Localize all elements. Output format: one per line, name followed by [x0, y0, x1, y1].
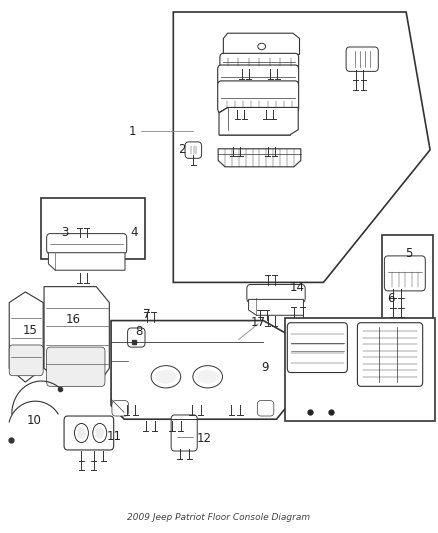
- Polygon shape: [173, 12, 430, 282]
- Text: 15: 15: [22, 324, 37, 337]
- FancyBboxPatch shape: [257, 401, 274, 416]
- Text: 3: 3: [61, 225, 68, 239]
- FancyBboxPatch shape: [47, 347, 105, 386]
- Text: 17: 17: [251, 316, 266, 329]
- Text: 11: 11: [107, 430, 122, 443]
- FancyBboxPatch shape: [127, 328, 145, 347]
- Polygon shape: [9, 292, 43, 382]
- Bar: [41, 198, 145, 259]
- Text: 10: 10: [27, 414, 42, 427]
- FancyBboxPatch shape: [220, 53, 299, 70]
- Ellipse shape: [77, 427, 86, 439]
- FancyBboxPatch shape: [357, 322, 423, 386]
- Text: 9: 9: [261, 361, 268, 374]
- Text: 12: 12: [196, 432, 211, 446]
- Polygon shape: [249, 300, 304, 316]
- FancyBboxPatch shape: [171, 415, 197, 451]
- Polygon shape: [111, 320, 288, 419]
- FancyBboxPatch shape: [80, 419, 92, 433]
- FancyBboxPatch shape: [218, 65, 299, 86]
- FancyBboxPatch shape: [218, 81, 299, 113]
- FancyBboxPatch shape: [185, 142, 201, 158]
- Polygon shape: [219, 108, 298, 135]
- Text: 6: 6: [387, 292, 395, 305]
- FancyBboxPatch shape: [64, 416, 114, 450]
- Text: 7: 7: [143, 308, 151, 321]
- Text: 1: 1: [128, 125, 136, 138]
- Polygon shape: [48, 253, 125, 270]
- Text: 14: 14: [290, 281, 305, 294]
- Text: 4: 4: [131, 225, 138, 239]
- Text: 2: 2: [178, 143, 186, 156]
- Ellipse shape: [155, 370, 177, 384]
- FancyBboxPatch shape: [346, 47, 378, 71]
- FancyBboxPatch shape: [385, 256, 425, 291]
- Ellipse shape: [197, 370, 218, 384]
- Text: 16: 16: [66, 313, 81, 326]
- Text: 2009 Jeep Patriot Floor Console Diagram: 2009 Jeep Patriot Floor Console Diagram: [127, 513, 311, 522]
- FancyBboxPatch shape: [9, 345, 43, 376]
- Polygon shape: [285, 318, 435, 421]
- Text: 8: 8: [135, 325, 142, 338]
- Polygon shape: [218, 149, 301, 167]
- FancyBboxPatch shape: [247, 285, 305, 303]
- Polygon shape: [382, 235, 433, 351]
- FancyBboxPatch shape: [112, 401, 128, 416]
- FancyBboxPatch shape: [287, 322, 347, 373]
- Text: 5: 5: [405, 247, 412, 260]
- FancyBboxPatch shape: [47, 233, 127, 254]
- Polygon shape: [223, 33, 300, 54]
- Ellipse shape: [95, 427, 104, 439]
- Polygon shape: [44, 287, 110, 384]
